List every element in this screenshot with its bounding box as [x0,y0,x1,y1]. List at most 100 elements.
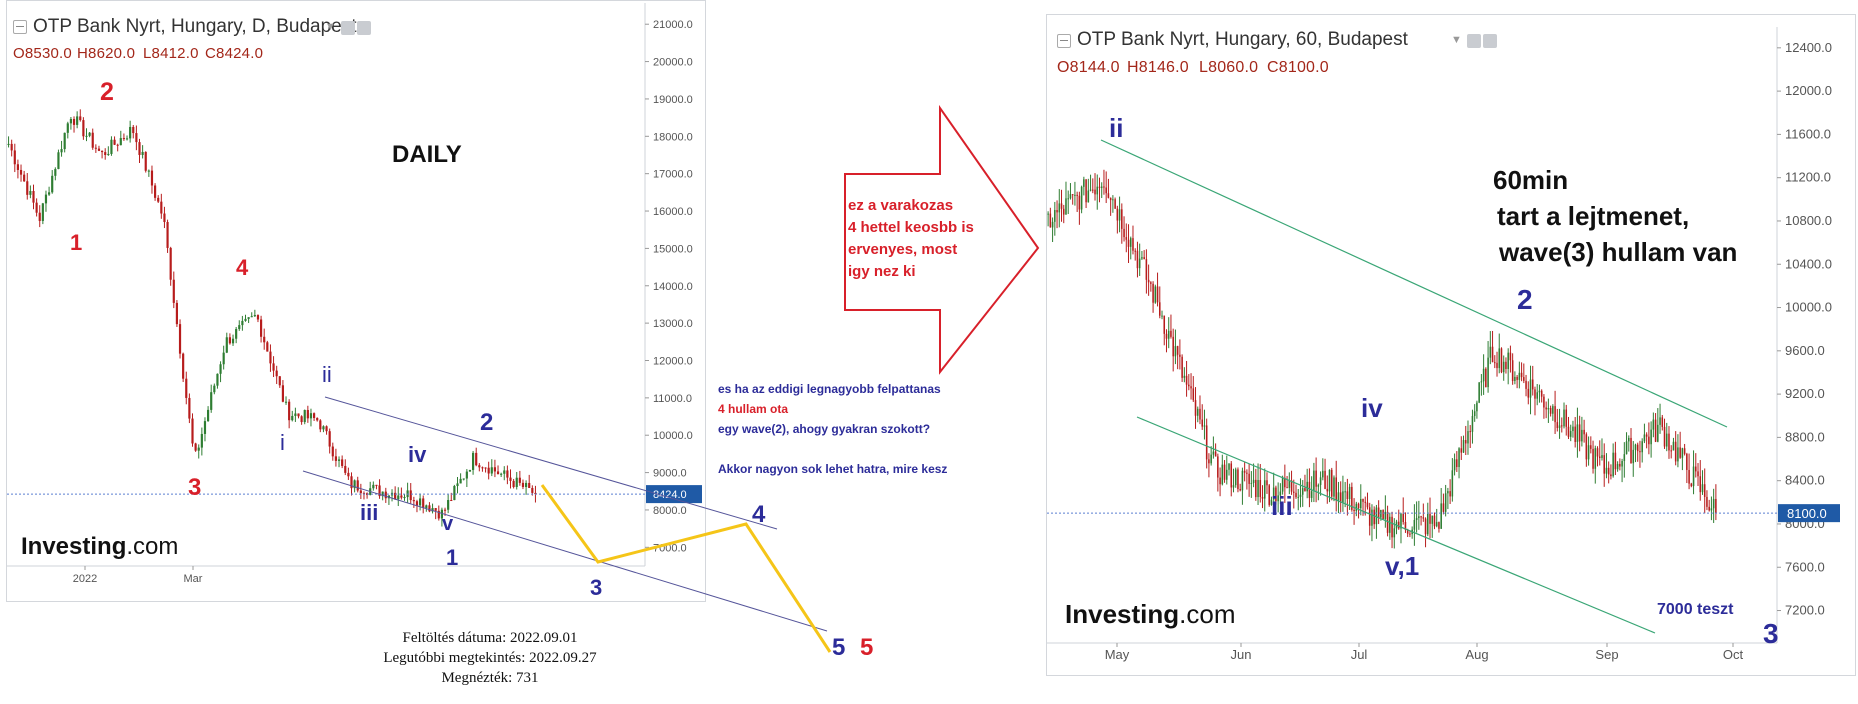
candle-body [1096,186,1099,195]
candle-body [1239,489,1241,491]
y-tick-label: 19000.0 [653,94,693,106]
candle-body [23,174,26,182]
candle-body [135,133,138,143]
candle-body [1601,455,1603,458]
candle-body [1170,330,1172,337]
candle-body [1578,424,1581,442]
candle-body [1078,195,1081,210]
candle-body [1668,433,1670,451]
candle-body [362,493,366,495]
candle-body [1487,357,1489,388]
x-tick-label: Oct [1723,647,1744,662]
view-count: Megnézték: 731 [441,670,539,686]
candle-body [1301,488,1304,495]
candle-body [1612,452,1614,477]
candle-body [1228,463,1230,470]
candle-body [1614,452,1617,470]
candle-body [1364,501,1367,503]
close-icon[interactable] [357,21,371,35]
candle-body [51,175,54,193]
candle-body [1413,519,1416,530]
candle-body [1712,498,1715,509]
candle-body [1293,491,1295,493]
y-tick-label: 8400.0 [1785,473,1825,488]
trend-label: tart a lejtmenet, [1497,201,1690,231]
candle-body [440,509,444,519]
candle-body [1545,407,1547,410]
candle-body [163,213,166,223]
candle-body [471,452,475,470]
candle-body [1112,199,1114,201]
forward-arrow [844,104,1040,375]
candle-body [1429,513,1431,524]
candle-body [1511,360,1514,382]
candle-body [1549,407,1552,414]
hourly-chart-title: OTP Bank Nyrt, Hungary, 60, Budapest [1077,29,1408,50]
last-viewed: Legutóbbi megtekintés: 2022.09.27 [383,650,597,666]
candle-body [1351,486,1353,510]
candle-body [1498,348,1501,369]
candle-body [1516,376,1518,380]
candle-body [138,142,141,155]
close-icon[interactable] [1483,34,1497,48]
candle-body [1087,190,1090,203]
chevron-down-icon[interactable]: ▼ [1451,34,1462,46]
chevron-down-icon[interactable]: ▼ [325,21,336,33]
candle-body [63,132,66,150]
candle-body [1531,379,1534,390]
candle-body [1277,495,1279,502]
logo-main: Investing [21,533,127,560]
candle-body [1529,379,1532,398]
candle-body [1348,486,1351,500]
candle-body [331,446,334,457]
y-tick-label: 9600.0 [1785,343,1825,358]
candle-body [1257,480,1259,498]
candle-body [1210,454,1212,464]
candle-body [1505,361,1507,369]
settings-icon[interactable] [1467,34,1481,48]
candle-body [1583,429,1585,435]
candle-body [19,169,23,175]
collapse-icon[interactable] [13,20,27,34]
settings-icon[interactable] [341,21,355,35]
candle-body [512,480,515,487]
candle-body [1214,451,1217,457]
candle-body [1590,445,1592,449]
candle-body [381,491,384,497]
candle-body [300,416,303,423]
candle-body [1330,469,1333,497]
candle-body [1632,449,1635,464]
wave-label-left: 5 [832,634,845,661]
candle-body [1268,485,1270,505]
candle-body [206,409,210,422]
candle-body [1074,194,1076,196]
collapse-icon[interactable] [1057,34,1071,48]
candle-body [1205,425,1208,460]
candle-body [113,139,116,145]
candle-body [253,315,256,317]
candle-body [1558,425,1561,429]
candle-body [1581,429,1583,442]
candle-body [10,143,13,151]
candle-body [1565,409,1568,427]
candle-body [1234,469,1237,486]
candle-body [1496,362,1498,369]
candle-body [26,181,29,195]
candle-body [1547,407,1550,410]
candle-body [203,421,207,434]
candle-body [1295,492,1297,498]
candle-body [219,364,222,374]
candle-body [1297,496,1300,498]
candle-body [1415,518,1418,520]
candle-body [1476,402,1478,412]
candle-body [1344,491,1346,493]
candle-body [100,150,104,153]
candle-body [422,498,425,508]
y-tick-label: 10000.0 [653,430,693,442]
candle-body [1418,516,1420,519]
candle-body [456,483,459,487]
candle-body [294,413,297,416]
candle-body [41,203,44,221]
candle-body [356,480,359,491]
y-tick-label: 8000.0 [653,505,687,517]
